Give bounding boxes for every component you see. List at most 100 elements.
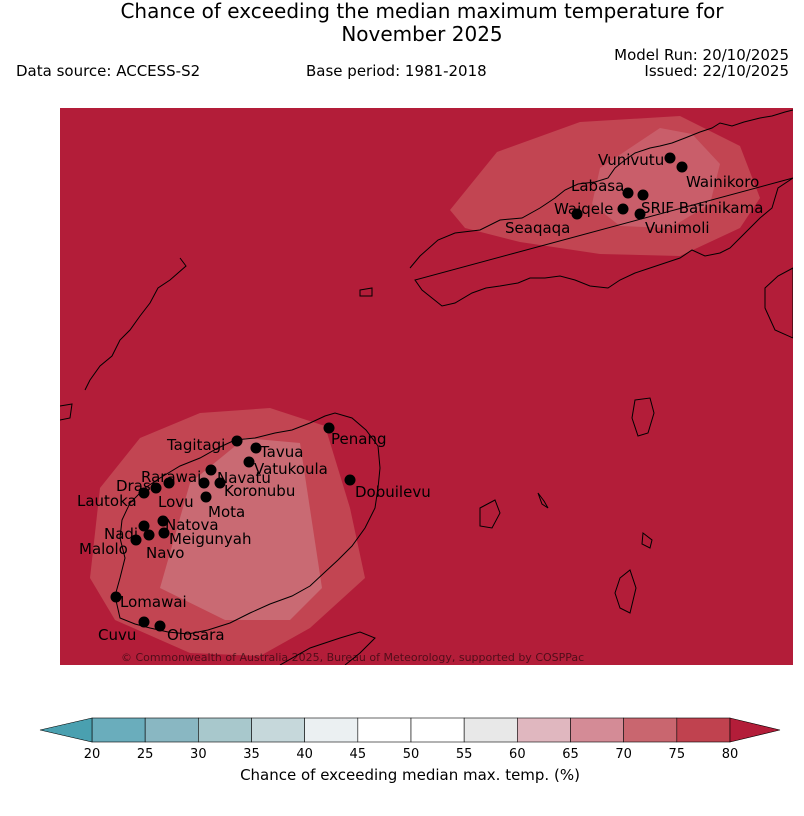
taveuni-coast xyxy=(764,267,793,339)
station-label-lautoka: Lautoka xyxy=(77,492,137,510)
colorbar-ticks: 20 25 30 35 40 45 50 55 60 65 70 75 80 xyxy=(84,747,739,762)
colorbar-tick-20: 20 xyxy=(84,747,101,762)
station-marker-navatu xyxy=(198,477,210,489)
station-label-koronubu: Koronubu xyxy=(224,482,295,500)
station-label-tavua: Tavua xyxy=(259,443,303,461)
station-label-srif-batinikama: SRIF Batinikama xyxy=(641,199,763,217)
station-marker-lautoka xyxy=(138,487,150,499)
model-run-label: Model Run: 20/10/2025 xyxy=(614,46,789,64)
colorbar-segment-75-80 xyxy=(676,717,731,743)
station-label-navo: Navo xyxy=(146,544,184,562)
station-label-rarawai: Rarawai xyxy=(141,468,201,486)
colorbar-extend-high xyxy=(729,717,781,743)
station-label-mota: Mota xyxy=(208,503,245,521)
chart-title: Chance of exceeding the median maximum t… xyxy=(0,0,804,46)
colorbar-tick-65: 65 xyxy=(562,747,579,762)
station-marker-olosara xyxy=(154,620,166,632)
station-marker-malolo xyxy=(130,534,142,546)
data-source-label: Data source: ACCESS-S2 xyxy=(16,62,201,80)
station-marker-wainikoro xyxy=(676,161,688,173)
station-marker-drasa xyxy=(150,482,162,494)
station-label-dobuilevu: Dobuilevu xyxy=(355,483,431,501)
islet-2 xyxy=(479,499,501,529)
station-label-vatukoula: Vatukoula xyxy=(254,460,328,478)
base-period-label: Base period: 1981-2018 xyxy=(306,62,487,80)
colorbar: 20 25 30 35 40 45 50 55 60 65 70 75 80 xyxy=(39,717,781,762)
station-marker-lomawai xyxy=(110,591,122,603)
colorbar-tick-60: 60 xyxy=(509,747,526,762)
station-label-seaqaqa: Seaqaqa xyxy=(505,219,570,237)
station-marker-nadi xyxy=(138,520,150,532)
station-marker-seaqaqa xyxy=(571,208,583,220)
station-label-cuvu: Cuvu xyxy=(98,626,136,644)
yasawa-chain xyxy=(84,257,187,391)
station-label-penang: Penang xyxy=(331,430,386,448)
station-marker-vunimoli xyxy=(634,208,646,220)
station-label-olosara: Olosara xyxy=(167,626,225,644)
colorbar-segment-45-50 xyxy=(357,717,412,743)
islet-7 xyxy=(60,403,73,421)
colorbar-segment-55-60 xyxy=(463,717,518,743)
vanua-levu-coast xyxy=(409,109,793,307)
station-marker-natova xyxy=(157,515,169,527)
colorbar-tick-75: 75 xyxy=(669,747,686,762)
colorbar-segment-40-45 xyxy=(304,717,359,743)
issued-label: Issued: 22/10/2025 xyxy=(644,62,789,80)
islet-6 xyxy=(359,287,373,297)
kadavu-coast xyxy=(279,631,376,665)
colorbar-tick-45: 45 xyxy=(350,747,367,762)
colorbar-label: Chance of exceeding median max. temp. (%… xyxy=(240,766,580,784)
colorbar-tick-40: 40 xyxy=(296,747,313,762)
colorbar-segment-25-30 xyxy=(144,717,199,743)
coastline-group xyxy=(60,109,793,665)
station-marker-tavua xyxy=(250,442,262,454)
colorbar-segment-35-40 xyxy=(251,717,305,743)
station-label-wainikoro: Wainikoro xyxy=(686,173,759,191)
station-marker-waiqele xyxy=(617,203,629,215)
station-label-natova: Natova xyxy=(165,516,219,534)
islet-1 xyxy=(631,397,655,437)
station-label-drasa: Drasa xyxy=(116,477,160,495)
title-line-1: Chance of exceeding the median maximum t… xyxy=(120,0,724,23)
copyright-text: © Commonwealth of Australia 2025, Bureau… xyxy=(121,651,584,664)
colorbar-segment-30-35 xyxy=(198,717,252,743)
station-label-vunimoli: Vunimoli xyxy=(645,219,710,237)
colorbar-segment-70-75 xyxy=(623,717,678,743)
station-marker-rarawai xyxy=(205,464,217,476)
station-marker-vunivutu xyxy=(664,152,676,164)
station-label-vunivutu: Vunivutu xyxy=(598,151,664,169)
islet-4 xyxy=(537,492,549,509)
colorbar-tick-80: 80 xyxy=(722,747,739,762)
colorbar-tick-70: 70 xyxy=(615,747,632,762)
colorbar-segments xyxy=(39,717,781,743)
station-label-lomawai: Lomawai xyxy=(120,593,187,611)
colorbar-tick-55: 55 xyxy=(456,747,473,762)
station-marker-penang xyxy=(323,422,335,434)
station-marker-meigunyah xyxy=(158,527,170,539)
station-marker-lovu xyxy=(163,477,175,489)
colorbar-segment-20-25 xyxy=(91,717,146,743)
station-marker-koronubu xyxy=(214,477,226,489)
colorbar-tick-25: 25 xyxy=(137,747,154,762)
islet-3 xyxy=(614,569,637,614)
station-marker-labasa xyxy=(622,187,634,199)
map-panel: Vunivutu Wainikoro Labasa SRIF Batinikama Wa… xyxy=(60,108,793,665)
colorbar-segment-60-65 xyxy=(517,717,571,743)
station-label-waiqele: Waiqele xyxy=(554,200,613,218)
colorbar-tick-30: 30 xyxy=(190,747,207,762)
station-label-nadi: Nadi xyxy=(104,525,138,543)
station-label-labasa: Labasa xyxy=(571,177,624,195)
shade-65-70-north xyxy=(592,128,720,228)
colorbar-tick-50: 50 xyxy=(403,747,420,762)
station-marker-vatukoula xyxy=(243,456,255,468)
colorbar-tick-35: 35 xyxy=(243,747,260,762)
title-line-2: November 2025 xyxy=(341,22,503,46)
station-markers xyxy=(110,152,688,632)
colorbar-extend-low xyxy=(39,717,93,743)
station-marker-mota xyxy=(200,491,212,503)
station-label-meigunyah: Meigunyah xyxy=(169,530,251,548)
islet-5 xyxy=(641,532,653,549)
viti-levu-coast xyxy=(114,412,381,635)
station-marker-navo xyxy=(143,529,155,541)
colorbar-segment-50-55 xyxy=(410,717,465,743)
